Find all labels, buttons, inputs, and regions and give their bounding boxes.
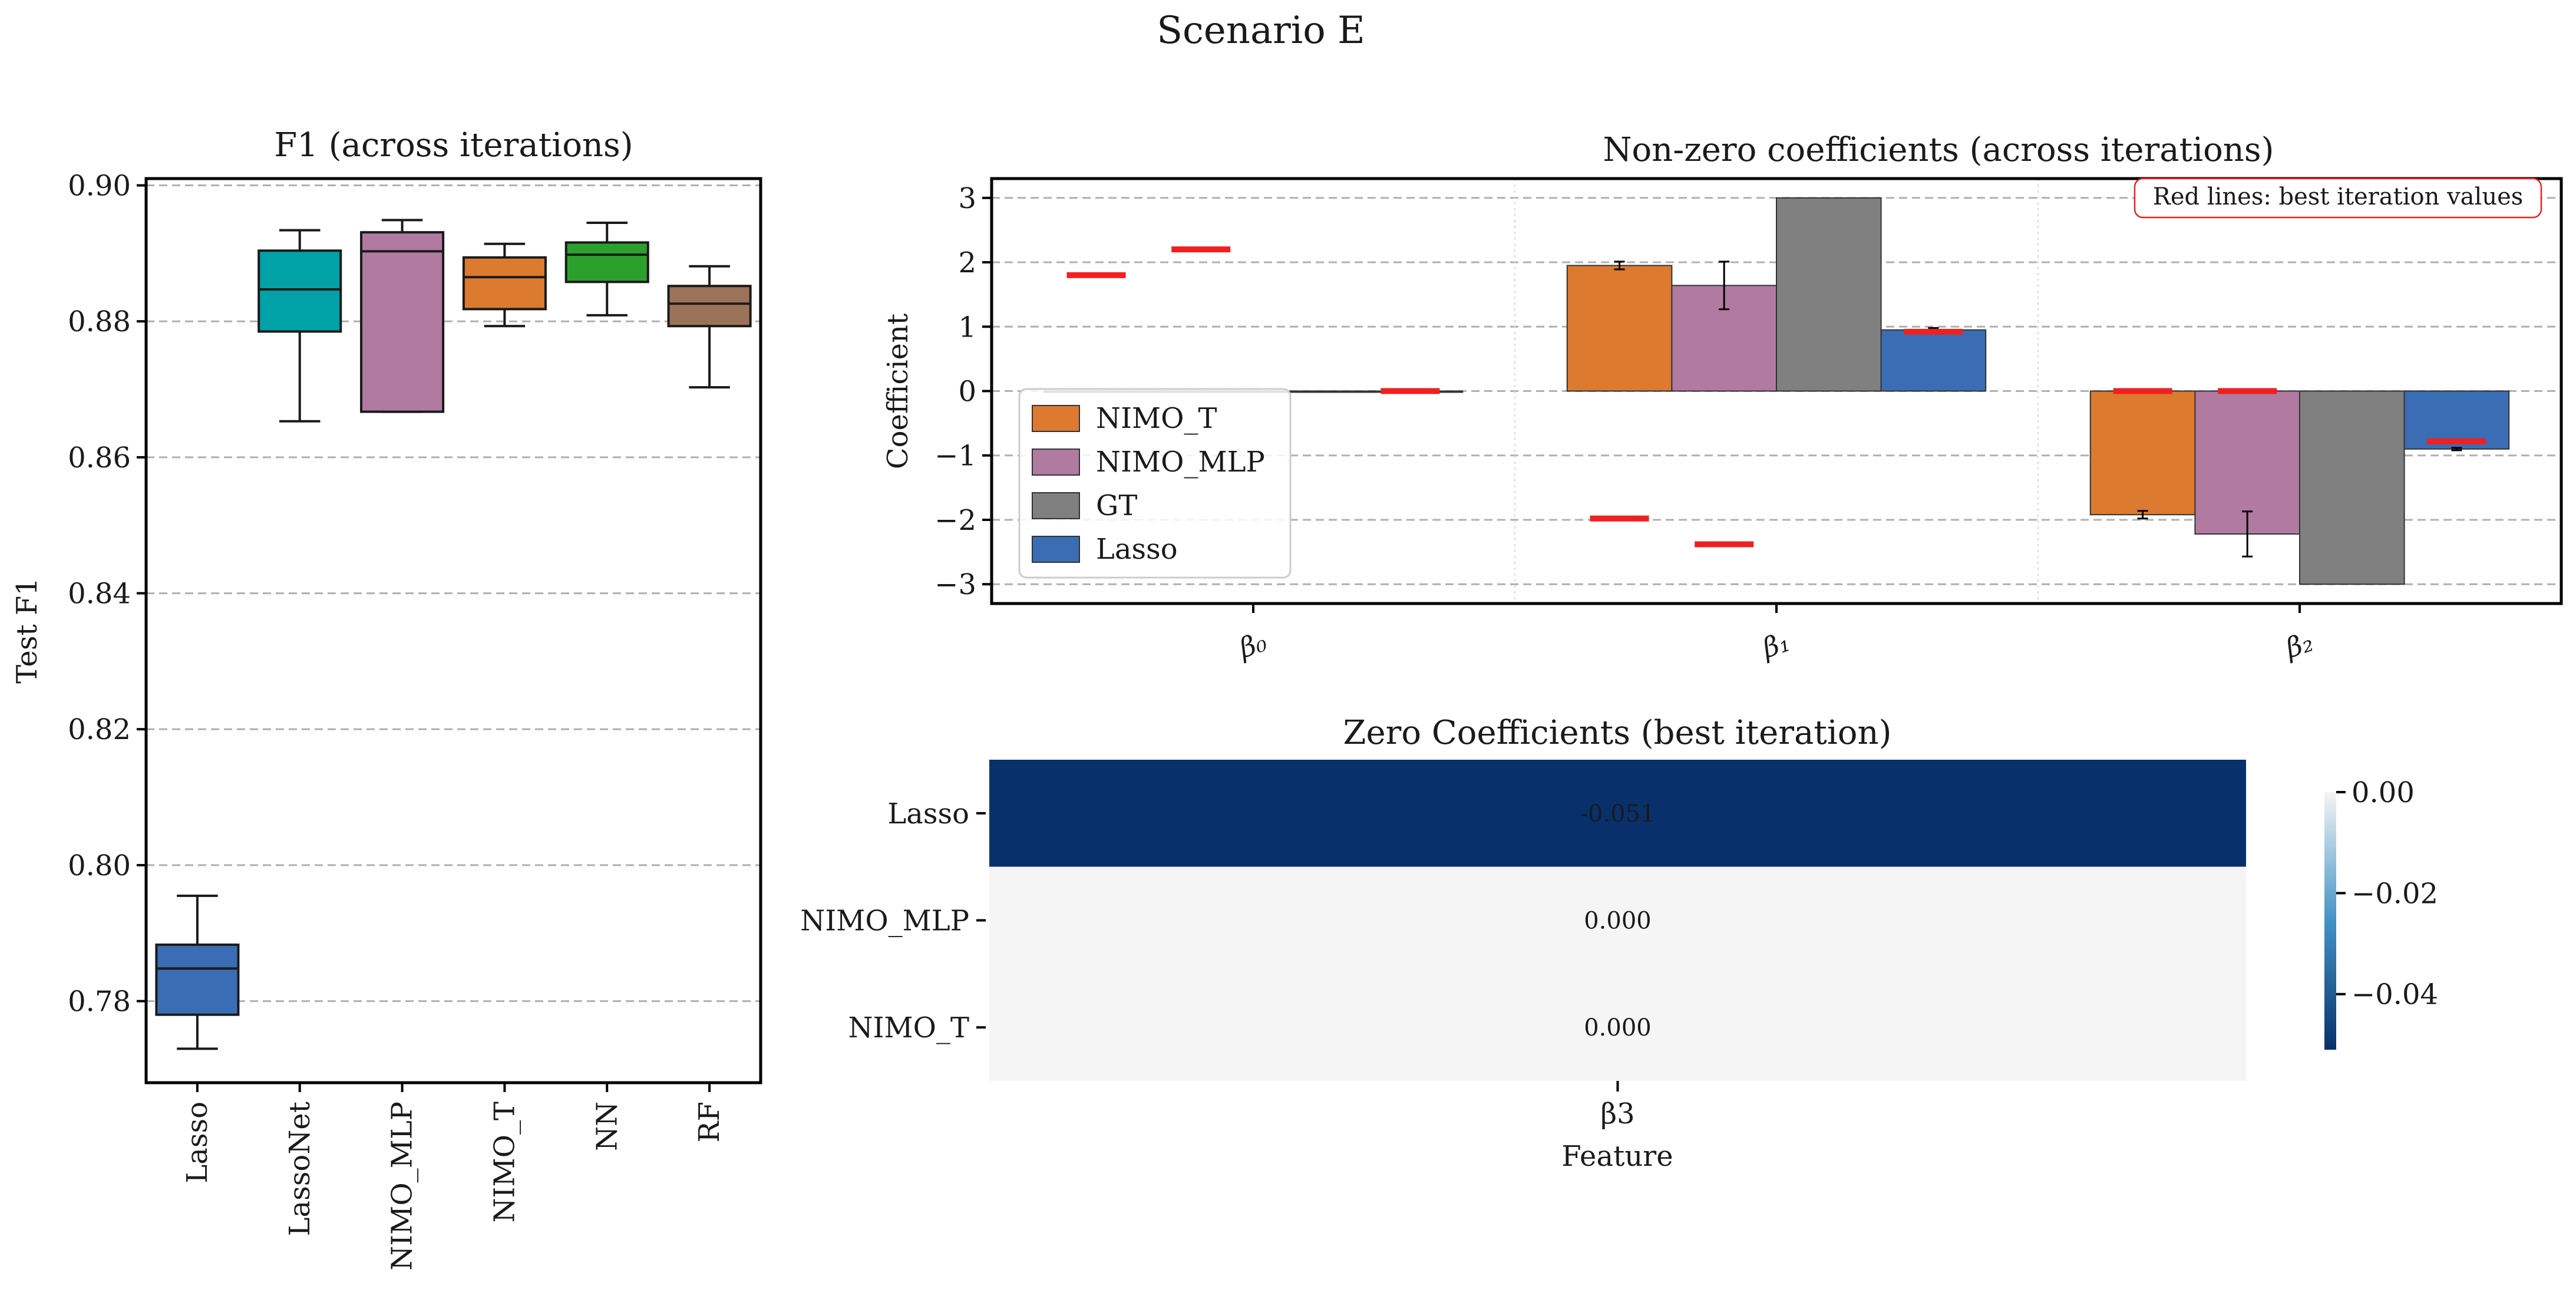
- bar: [1776, 197, 1882, 392]
- row-label: NIMO_T: [848, 1011, 969, 1044]
- heatmap-row-labels: Lasso NIMO_MLP NIMO_T: [800, 797, 986, 1044]
- bar: [1566, 265, 1673, 392]
- colorbar: 0.00 −0.02 −0.04: [2324, 776, 2438, 1050]
- heatmap-cell-value: -0.051: [1580, 800, 1655, 827]
- heatmap-title: Zero Coefficients (best iteration): [1343, 714, 1892, 752]
- f1-boxplot-panel: F1 (across iterations) 0.780.800.820.840…: [11, 126, 762, 1271]
- y-tick-label: 0.90: [68, 170, 131, 203]
- annotation-box: Red lines: best iteration values: [2134, 177, 2542, 219]
- bar-series: [1043, 197, 2510, 585]
- colorbar-tick-label: −0.04: [2352, 978, 2438, 1011]
- x-tick-label: Lasso: [181, 1102, 214, 1183]
- series-gt: [1253, 197, 2405, 585]
- legend-label-nimo-mlp: NIMO_MLP: [1096, 446, 1265, 479]
- boxplot-boxes: [155, 219, 752, 1050]
- heatmap-cell-value: 0.000: [1584, 1014, 1652, 1041]
- legend-label-lasso: Lasso: [1096, 533, 1178, 566]
- series-nimo-t: [1043, 261, 2196, 520]
- boxplot-frame: [144, 177, 762, 1084]
- boxplot-title: F1 (across iterations): [274, 126, 633, 164]
- y-tick-label: 0.78: [68, 985, 131, 1018]
- legend-swatch-nimo-mlp: [1032, 449, 1080, 476]
- x-tick-label: β₀: [1234, 625, 1270, 664]
- box-rf: [667, 265, 752, 389]
- bar-title: Non-zero coefficients (across iterations…: [1603, 131, 2274, 169]
- series-nimo-mlp: [1148, 261, 2300, 558]
- y-tick-label: 0.84: [68, 578, 131, 611]
- bar: [2089, 390, 2196, 516]
- heatmap-x-axis-label: Feature: [1561, 1140, 1673, 1173]
- y-tick-label: 0.86: [68, 441, 131, 474]
- y-tick-label: −3: [934, 568, 976, 601]
- boxplot-y-axis-label: Test F1: [11, 578, 44, 684]
- x-tick-label: LassoNet: [283, 1102, 316, 1236]
- box-body: [564, 241, 649, 283]
- zero-coefficients-heatmap-panel: Zero Coefficients (best iteration) -0.05…: [800, 714, 2438, 1173]
- best-iteration-markers: [1066, 246, 2486, 548]
- y-tick-label: 3: [958, 182, 976, 215]
- bar: [2299, 390, 2405, 585]
- x-tick-label: β₁: [1758, 625, 1794, 664]
- annotation-text: Red lines: best iteration values: [2153, 183, 2524, 210]
- colorbar-tick-label: −0.02: [2352, 877, 2438, 910]
- y-tick-label: 0.80: [68, 849, 131, 882]
- colorbar-bar: [2324, 792, 2336, 1050]
- x-tick-label: NIMO_T: [488, 1102, 521, 1222]
- row-label: Lasso: [887, 797, 969, 830]
- box-nimo-mlp: [360, 219, 445, 413]
- legend-swatch-lasso: [1032, 536, 1080, 563]
- legend-label-nimo-t: NIMO_T: [1096, 402, 1217, 435]
- bar-legend: NIMO_T NIMO_MLP GT Lasso: [1018, 388, 1292, 579]
- box-body: [667, 285, 752, 328]
- heatmap-column-labels: β3: [1600, 1081, 1635, 1130]
- heatmap-cells: -0.051 0.000 0.000: [989, 760, 2246, 1081]
- figure-title: Scenario E: [1157, 9, 1365, 52]
- coefficients-bar-panel: Non-zero coefficients (across iterations…: [881, 131, 2563, 664]
- heatmap-cell: [989, 866, 2246, 974]
- legend-swatch-nimo-t: [1032, 405, 1080, 432]
- box-body: [155, 943, 240, 1016]
- heatmap-cell-value: 0.000: [1584, 908, 1652, 935]
- bar: [2194, 390, 2300, 535]
- bar-y-ticks: −3 −2 −1 0 1 2 3: [934, 182, 992, 601]
- y-tick-label: 1: [958, 311, 976, 344]
- bar-x-ticks: β₀ β₁ β₂: [1234, 604, 2317, 664]
- heatmap-cell: [989, 760, 2246, 867]
- y-tick-label: 2: [958, 246, 976, 279]
- legend-label-gt: GT: [1096, 489, 1137, 522]
- boxplot-y-ticks: 0.78 0.80 0.82 0.84 0.86 0.88 0.90: [68, 170, 146, 1018]
- box-lasso: [155, 894, 240, 1050]
- column-label: β3: [1600, 1097, 1634, 1130]
- y-tick-label: 0: [958, 375, 976, 408]
- x-tick-label: RF: [693, 1102, 726, 1142]
- box-nn: [564, 221, 649, 316]
- bar: [1880, 329, 1987, 392]
- x-tick-label: β₂: [2281, 625, 2317, 664]
- box-nimo-t: [462, 242, 547, 328]
- bar-frame: [990, 177, 2563, 605]
- heatmap-cell: [989, 974, 2246, 1081]
- boxplot-x-ticks: Lasso LassoNet NIMO_MLP NIMO_T NN RF: [181, 1083, 726, 1271]
- y-tick-label: 0.88: [68, 305, 131, 338]
- box-body: [462, 256, 547, 311]
- legend-frame: [1018, 388, 1292, 579]
- series-lasso: [1357, 327, 2510, 451]
- x-tick-label: NN: [590, 1102, 623, 1151]
- y-tick-label: 0.82: [68, 713, 131, 746]
- box-body: [360, 231, 445, 413]
- bar-y-axis-label: Coefficient: [881, 314, 914, 469]
- colorbar-tick-label: 0.00: [2352, 776, 2415, 809]
- y-tick-label: −2: [934, 504, 976, 537]
- box-lassonet: [257, 229, 342, 423]
- legend-swatch-gt: [1032, 492, 1080, 519]
- row-label: NIMO_MLP: [800, 905, 969, 938]
- y-tick-label: −1: [934, 440, 976, 473]
- x-tick-label: NIMO_MLP: [386, 1102, 419, 1271]
- boxplot-gridlines: [146, 184, 761, 1003]
- box-body: [257, 249, 342, 333]
